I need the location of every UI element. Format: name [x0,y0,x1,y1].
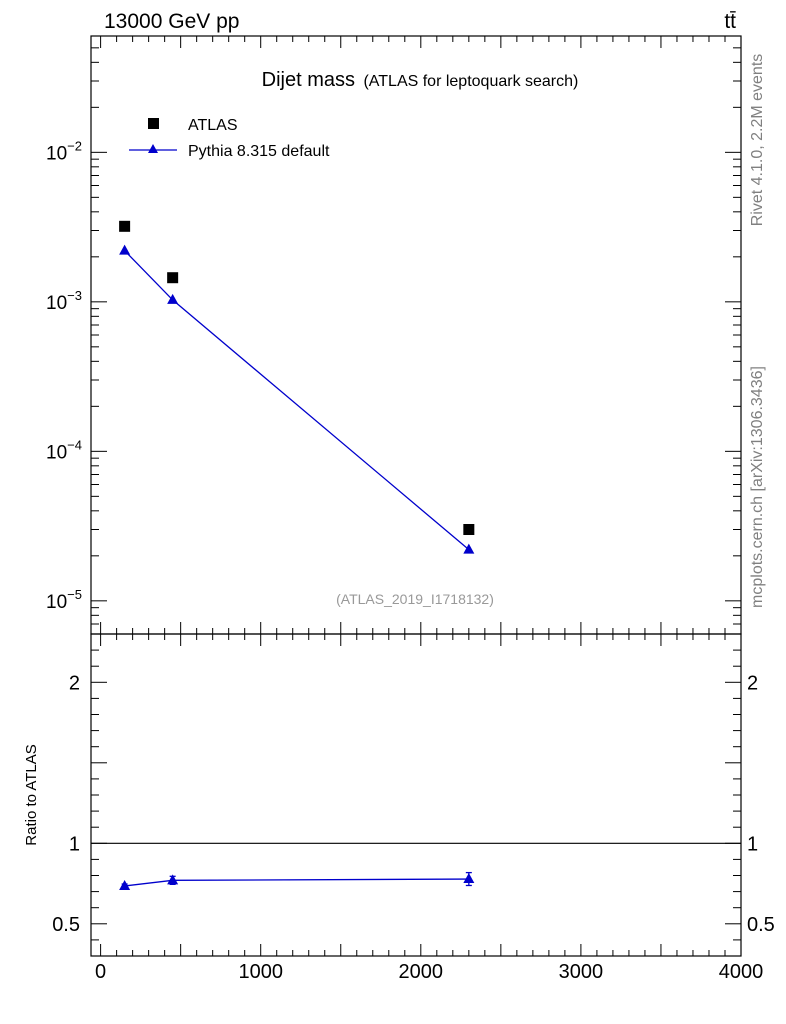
rivet-label: Rivet 4.1.0, 2.2M events [749,54,766,227]
main-y-tick-label-exponent: −3 [67,288,82,303]
main-y-tick-label-base: 10 [46,442,67,463]
main-y-tick-label-base: 10 [46,592,67,613]
main-y-tick-label: 10−4 [46,437,82,463]
x-tick-label: 2000 [399,961,444,983]
atlas-point [463,524,475,536]
x-tick-label: 1000 [238,961,283,983]
main-y-tick-label-base: 10 [46,143,67,164]
main-title: Dijet mass (ATLAS for leptoquark search) [262,69,579,91]
ratio-y-tick-label-right: 2 [747,672,758,694]
legend-atlas-marker [148,118,159,129]
ratio-y-tick-label-left: 2 [69,672,80,694]
x-tick-labels: 0 1000 2000 3000 4000 [95,961,763,983]
header-left: 13000 GeV pp [104,10,239,33]
main-y-tick-label-exponent: −5 [67,587,82,602]
main-title-subtext: (ATLAS for leptoquark search) [363,73,578,90]
pythia-point [167,293,179,304]
ratio-y-tick-label-left: 0.5 [52,914,80,936]
ratio-y-axis-label: Ratio to ATLAS [23,744,40,845]
main-axis-ticks [91,35,742,635]
ratio-y-tick-label-left: 1 [69,833,80,855]
atlas-point [167,272,179,284]
legend-pythia-label: Pythia 8.315 default [188,143,330,160]
main-y-tick-label: 10−2 [46,138,82,164]
main-y-tick-label: 10−3 [46,288,82,314]
main-series-layer [119,220,475,554]
x-tick-label: 0 [95,961,106,983]
legend: ATLAS Pythia 8.315 default [129,117,330,160]
x-tick-label: 3000 [559,961,604,983]
pythia-point [463,543,475,554]
atlas-point [119,220,131,232]
main-y-tick-label-exponent: −2 [67,138,82,153]
ratio-point [167,874,179,885]
x-tick-label: 4000 [719,961,764,983]
ratio-y-tick-labels: 0.5 0.5 1 1 2 2 [52,672,775,936]
main-y-tick-label: 10−5 [46,587,82,613]
ratio-point [463,873,475,884]
ratio-y-tick-label-right: 0.5 [747,914,775,936]
ratio-series-layer [91,842,741,890]
ratio-point [119,879,131,890]
ratio-y-tick-label-right: 1 [747,833,758,855]
main-y-tick-label-base: 10 [46,293,67,314]
header-right: tt̄ [724,10,736,33]
legend-atlas-label: ATLAS [188,117,238,134]
pythia-line [124,250,470,551]
ratio-plot-frame [90,633,742,957]
mcplots-label: mcplots.cern.ch [arXiv:1306.3436] [749,366,766,608]
main-y-tick-labels: 10−510−410−310−2 [46,138,82,613]
pythia-point [119,244,131,255]
main-title-text: Dijet mass [262,69,355,91]
main-y-tick-label-exponent: −4 [67,437,82,452]
legend-pythia-marker [148,144,158,153]
analysis-id: (ATLAS_2019_I1718132) [336,591,494,607]
ratio-axis-ticks [91,633,742,957]
